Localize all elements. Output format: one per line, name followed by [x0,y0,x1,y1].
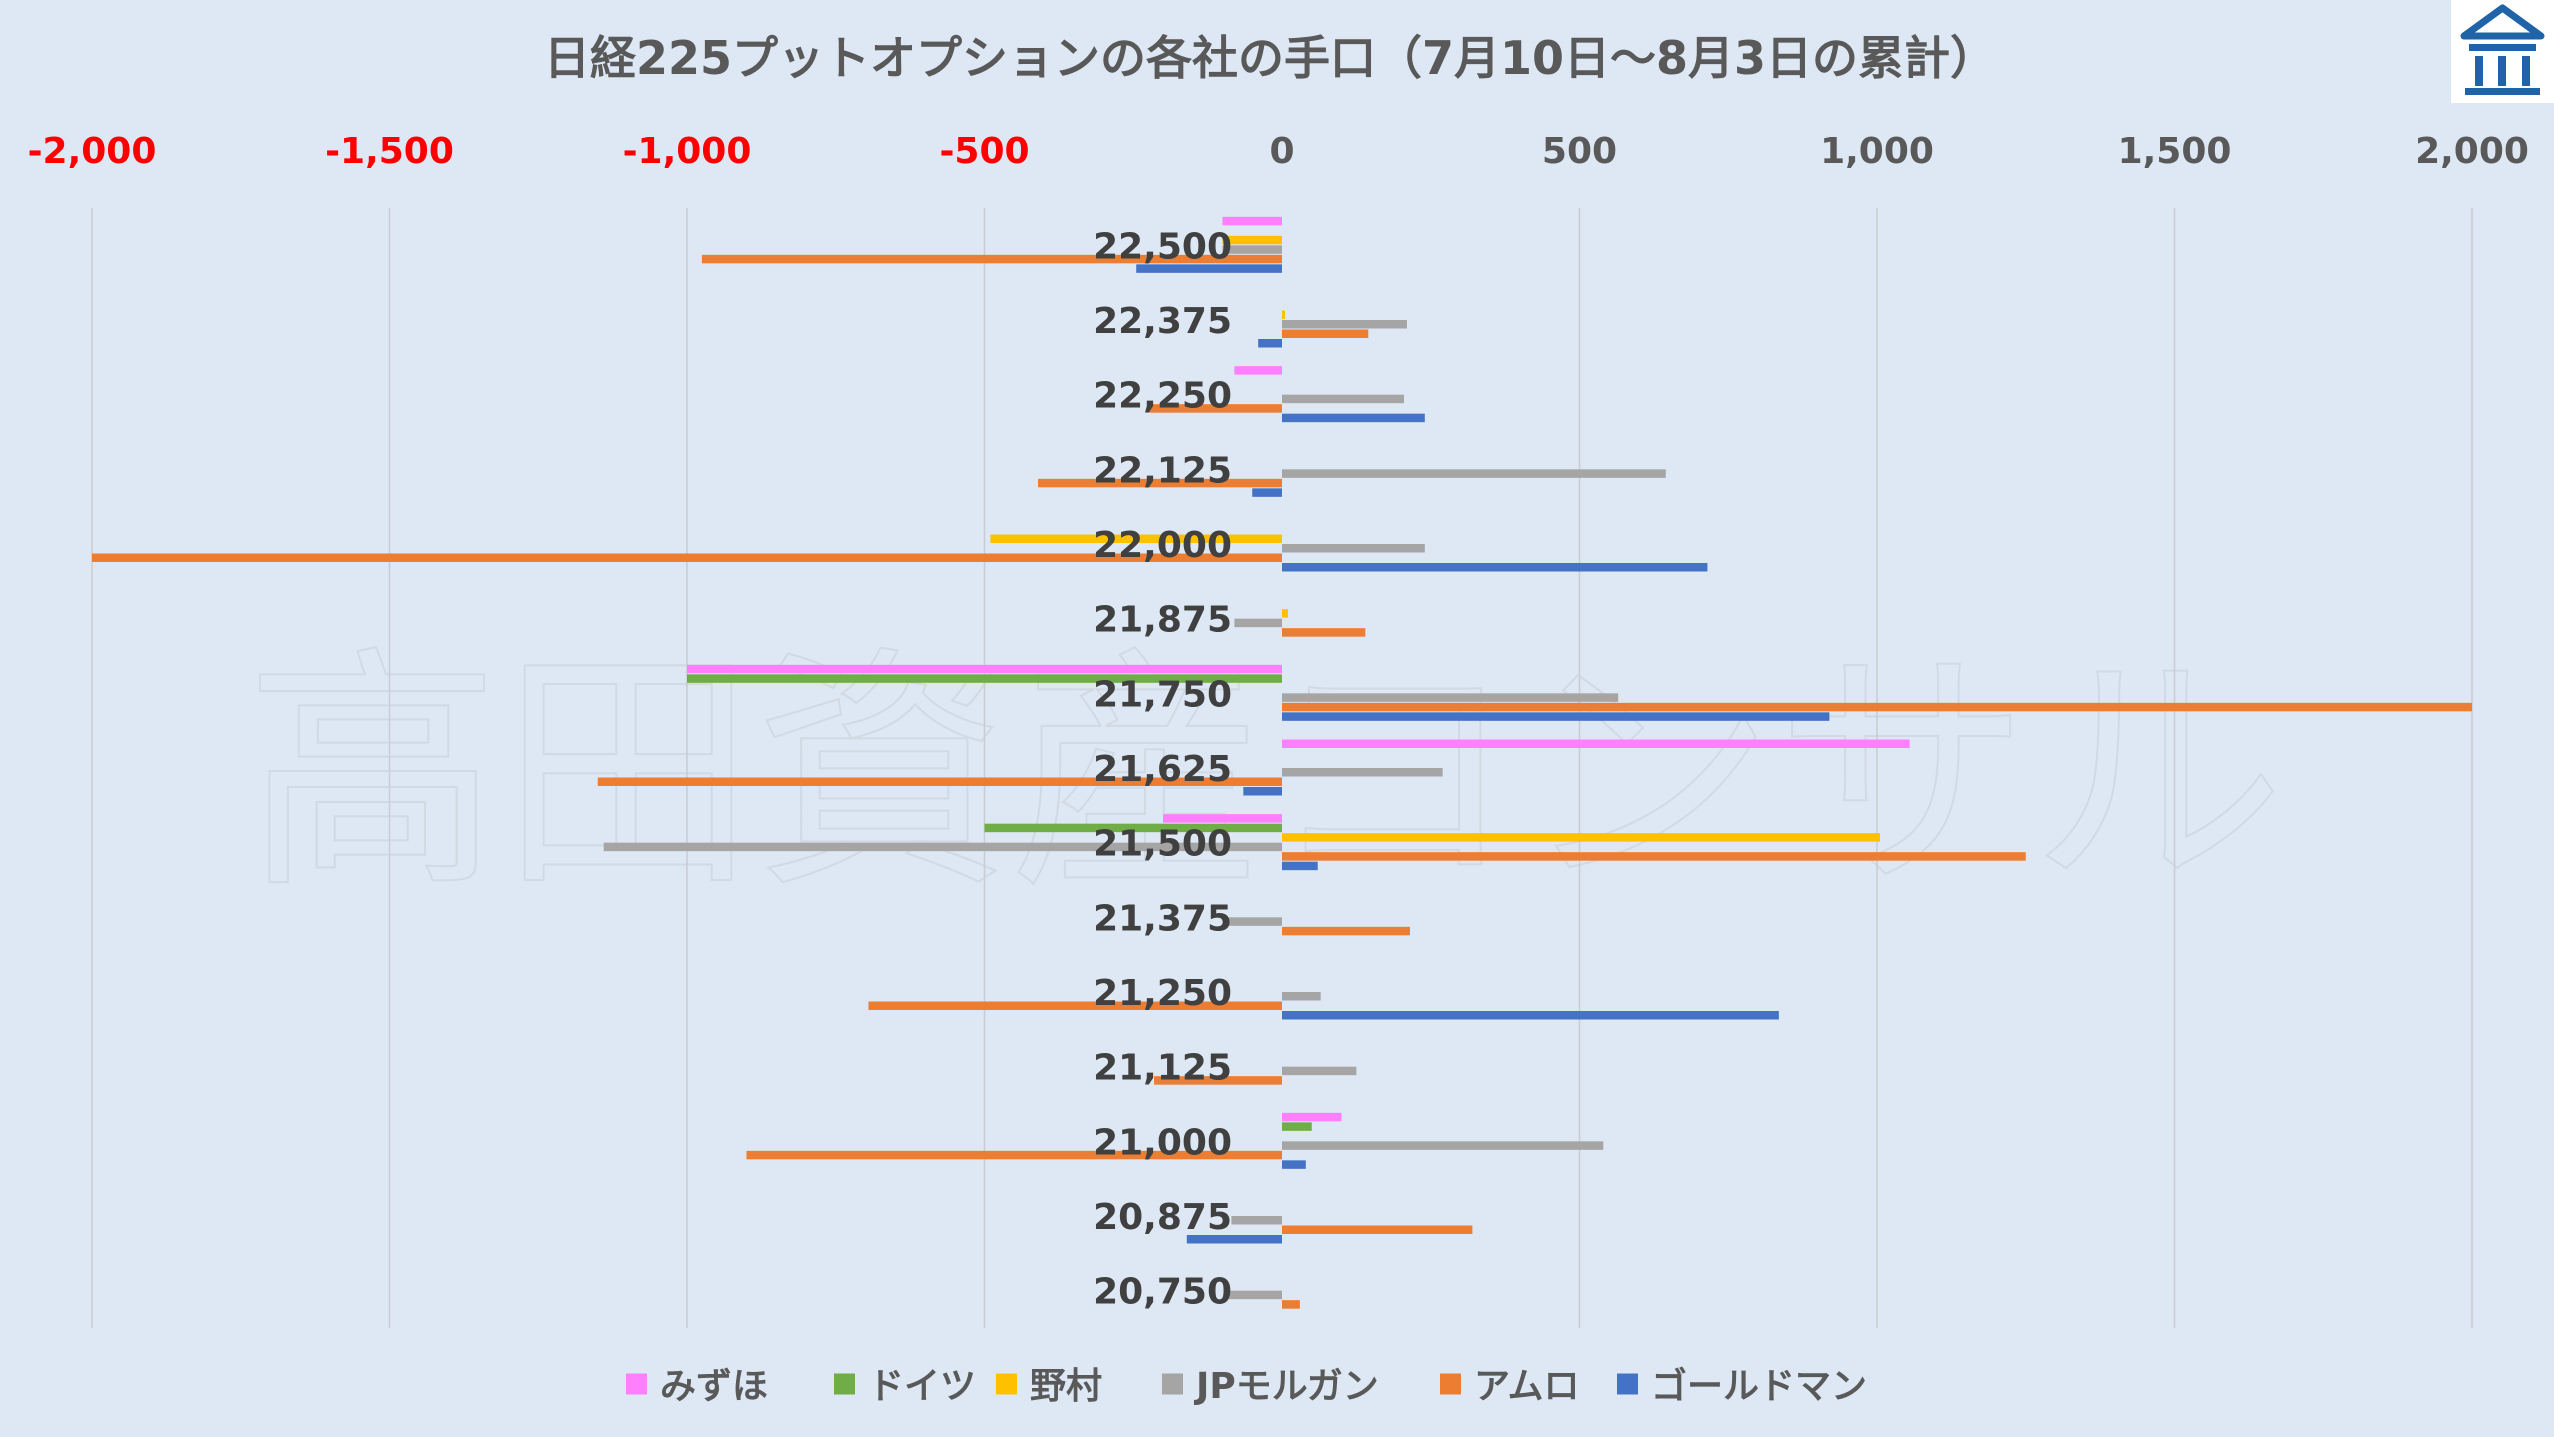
bar-5-20750 [1282,1300,1300,1309]
bar-5-21000 [746,1150,1282,1160]
x-tick-label: -1,500 [325,131,454,172]
bar-6-21500 [1282,861,1318,871]
bar-6-21625 [1243,787,1282,796]
category-labels: 22,500 22,375 22,250 22,125 22,000 21,875 21,7… [1093,226,1232,1312]
legend-swatch [1440,1373,1461,1395]
legend-swatch [1617,1373,1638,1395]
bar-1-21500 [1163,814,1282,823]
bar-6-22375 [1258,339,1282,348]
bar-2-21000 [1282,1122,1312,1131]
legend-label: アムロ [1474,1366,1579,1407]
bar-6-20875 [1186,1235,1282,1244]
legend-label: みずほ [660,1366,768,1407]
bar-1-22500 [1222,216,1282,226]
category-label: 21,125 [1093,1048,1232,1089]
bar-4-22000 [1282,544,1425,553]
category-label: 21,625 [1093,749,1232,790]
bar-4-20750 [1225,1290,1282,1300]
bar-3-22375 [1282,310,1285,319]
temple-building-logo-icon [2451,0,2554,103]
bar-4-21125 [1282,1066,1357,1076]
bar-2-21500 [984,823,1282,833]
bar-1-21625 [1282,739,1910,748]
bar-3-22500 [1222,235,1282,245]
bar-5-21250 [868,1001,1282,1010]
bar-4-21250 [1282,992,1321,1001]
category-label: 21,500 [1093,824,1232,865]
bar-2-21750 [687,674,1282,683]
category-label: 22,000 [1093,525,1232,566]
bar-4-22375 [1282,320,1407,329]
x-tick-label: 0 [1269,131,1294,172]
legend: みずほ ドイツ 野村 JPモルガン アムロ ゴールドマン [626,1365,1867,1407]
legend-label: JPモルガン [1193,1366,1379,1407]
x-tick-label: -2,000 [28,131,157,172]
x-tick-label: 500 [1542,131,1617,172]
category-label: 22,375 [1093,301,1232,342]
x-axis-ticks: -2,000 -1,500 -1,000 -500 0 500 1,000 1,500 2,00… [28,131,2529,172]
x-tick-label: 1,500 [2118,131,2232,172]
legend-swatch [626,1373,647,1395]
bar-5-22250 [1148,404,1282,413]
bars [92,216,2472,1309]
bar-4-20875 [1231,1216,1282,1225]
category-label: 20,750 [1093,1272,1232,1313]
bar-1-21750 [687,664,1282,674]
bar-5-21125 [1154,1076,1282,1085]
bar-5-20875 [1282,1225,1473,1234]
legend-swatch [834,1373,855,1395]
bar-4-22125 [1282,469,1666,478]
bar-6-22125 [1252,488,1282,497]
chart-title: 日経225プットオプションの各社の手口（7月10日～8月3日の累計） [544,31,1996,85]
bar-6-22250 [1282,413,1425,423]
bar-4-21500 [603,842,1282,852]
category-label: 22,125 [1093,450,1232,491]
bar-4-22250 [1282,394,1404,404]
x-tick-label: -500 [939,131,1029,172]
legend-swatch [996,1373,1017,1395]
bar-4-21750 [1282,693,1619,702]
bar-4-22500 [1222,245,1282,254]
bar-5-21375 [1282,926,1410,936]
bar-3-21500 [1282,833,1880,842]
bar-5-22000 [92,553,1282,562]
bar-5-22500 [701,254,1282,264]
bar-4-21000 [1282,1141,1604,1150]
bar-4-21375 [1228,917,1282,926]
bar-3-21875 [1282,609,1288,618]
bar-5-22375 [1282,329,1369,338]
category-label: 21,375 [1093,898,1232,939]
bar-1-21000 [1282,1112,1342,1122]
bar-6-22500 [1136,264,1282,273]
bar-5-21625 [597,777,1282,786]
bar-3-22000 [990,534,1282,543]
category-label: 22,250 [1093,376,1232,417]
bar-6-21000 [1282,1160,1306,1169]
category-label: 21,250 [1093,973,1232,1014]
category-label: 21,750 [1093,674,1232,715]
x-tick-label: -1,000 [623,131,752,172]
category-label: 21,000 [1093,1122,1232,1163]
bar-6-21750 [1282,712,1830,721]
bar-1-22250 [1234,366,1282,375]
category-label: 20,875 [1093,1197,1232,1238]
category-label: 21,875 [1093,600,1232,641]
bar-4-21875 [1234,618,1282,628]
bar-4-21625 [1282,768,1443,777]
bar-6-22000 [1282,563,1708,572]
legend-label: 野村 [1030,1366,1102,1407]
category-label: 22,500 [1093,226,1232,267]
bar-5-21750 [1282,702,2472,712]
x-tick-label: 2,000 [2415,131,2529,172]
bar-5-22125 [1038,478,1282,488]
gridlines [91,208,2473,1328]
x-tick-label: 1,000 [1820,131,1934,172]
legend-label: ドイツ [868,1366,976,1407]
legend-label: ゴールドマン [1651,1365,1867,1407]
bar-6-21250 [1282,1011,1779,1020]
bar-5-21500 [1282,852,2026,861]
legend-swatch [1162,1373,1183,1395]
bar-5-21875 [1282,628,1366,637]
